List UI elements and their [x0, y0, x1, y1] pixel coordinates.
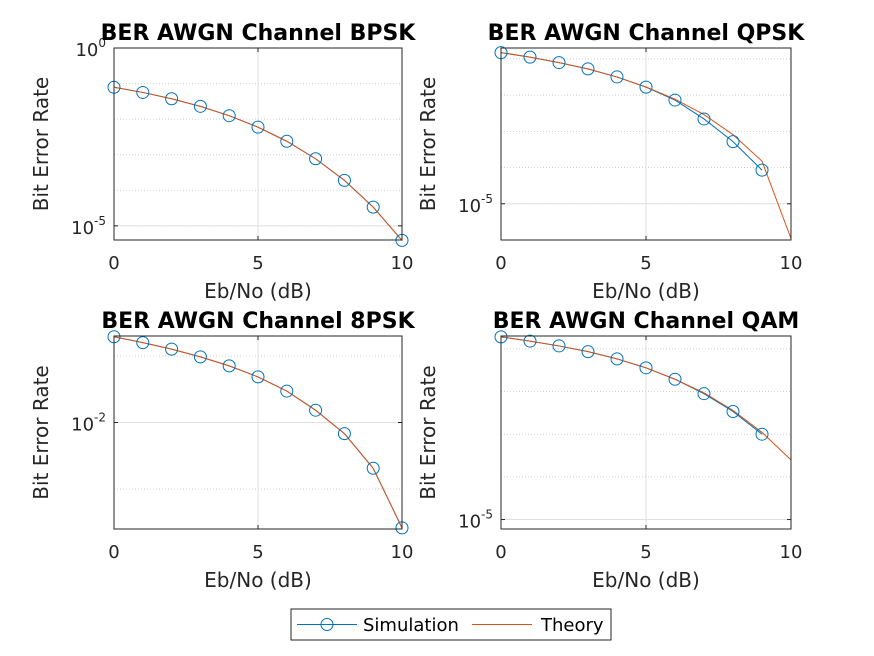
simulation-point — [581, 345, 595, 359]
simulation-point — [136, 336, 150, 350]
chart-panel-4: 0 5 10 10-5 BER AWGN Channel QAM Eb/No (dB) Bi… — [416, 309, 802, 592]
legend: Simulation Theory — [290, 608, 612, 641]
simulation-point — [165, 92, 179, 106]
simulation-point — [755, 427, 769, 441]
x-axis-label: Eb/No (dB) — [592, 279, 700, 303]
series-line-theory — [500, 336, 792, 461]
x-tick-label: 10 — [780, 542, 803, 563]
simulation-point — [552, 339, 566, 353]
simulation-point — [581, 62, 595, 76]
x-tick-label: 5 — [252, 253, 263, 274]
chart-panel-1: 0 5 10 100 10-5 BER AWGN Channel BPSK Eb/No (d… — [29, 21, 416, 303]
x-axis-label: Eb/No (dB) — [592, 568, 700, 592]
chart-title: BER AWGN Channel BPSK — [101, 21, 417, 46]
simulation-point — [193, 99, 207, 113]
simulation-point — [136, 85, 150, 99]
simulation-point — [366, 200, 380, 214]
simulation-point — [610, 352, 624, 366]
simulation-point — [309, 403, 323, 417]
chart-panel-2: 0 5 10 10-5 BER AWGN Channel QPSK Eb/No (dB) B… — [416, 21, 805, 303]
simulation-point — [280, 134, 294, 148]
x-tick-label: 10 — [391, 542, 414, 563]
legend-theory-label: Theory — [540, 615, 604, 636]
simulation-point — [309, 152, 323, 166]
x-tick-label: 10 — [391, 253, 414, 274]
x-tick-label: 5 — [252, 542, 263, 563]
x-axis-label: Eb/No (dB) — [204, 568, 312, 592]
x-tick-label: 10 — [780, 253, 803, 274]
simulation-point — [726, 405, 740, 419]
y-tick-label: 100 — [75, 36, 106, 61]
simulation-point — [697, 112, 711, 126]
y-tick-label: 10-5 — [458, 192, 493, 217]
x-tick-label: 5 — [640, 542, 651, 563]
simulation-point — [280, 384, 294, 398]
y-axis-label: Bit Error Rate — [416, 77, 440, 211]
simulation-point — [668, 372, 682, 386]
y-tick-label: 10-5 — [458, 508, 493, 533]
chart-title: BER AWGN Channel 8PSK — [101, 309, 415, 334]
simulation-point — [251, 120, 265, 134]
simulation-point — [755, 163, 769, 177]
series-line-theory — [113, 86, 403, 241]
series-line-theory — [500, 52, 792, 239]
y-axis-label: Bit Error Rate — [416, 365, 440, 499]
x-axis-label: Eb/No (dB) — [204, 279, 312, 303]
simulation-point — [610, 70, 624, 84]
y-axis-label: Bit Error Rate — [29, 77, 53, 211]
simulation-point — [697, 387, 711, 401]
chart-title: BER AWGN Channel QPSK — [488, 21, 806, 46]
simulation-point — [639, 361, 653, 375]
simulation-point — [165, 342, 179, 356]
simulation-point — [222, 109, 236, 123]
y-axis-label: Bit Error Rate — [29, 365, 53, 499]
x-tick-label: 5 — [640, 253, 651, 274]
x-tick-label: 0 — [108, 542, 119, 563]
simulation-point — [726, 135, 740, 149]
simulation-point — [251, 370, 265, 384]
chart-panel-3: 0 5 10 10-2 BER AWGN Channel 8PSK Eb/No (dB) B… — [29, 309, 416, 592]
y-tick-label: 10-5 — [71, 214, 106, 239]
x-tick-label: 0 — [495, 542, 506, 563]
simulation-point — [552, 56, 566, 70]
series-line-theory — [113, 336, 403, 529]
simulation-point — [523, 50, 537, 64]
legend-simulation-label: Simulation — [363, 615, 459, 636]
simulation-point — [668, 93, 682, 107]
legend-simulation-marker — [320, 618, 334, 631]
simulation-point — [366, 461, 380, 475]
simulation-point — [337, 173, 351, 187]
simulation-point — [222, 359, 236, 373]
y-tick-label: 10-2 — [71, 410, 106, 435]
chart-title: BER AWGN Channel QAM — [493, 309, 800, 334]
x-tick-label: 0 — [108, 253, 119, 274]
x-tick-label: 0 — [495, 253, 506, 274]
simulation-point — [337, 427, 351, 441]
simulation-point — [193, 350, 207, 364]
simulation-point — [639, 80, 653, 94]
simulation-point — [523, 334, 537, 348]
